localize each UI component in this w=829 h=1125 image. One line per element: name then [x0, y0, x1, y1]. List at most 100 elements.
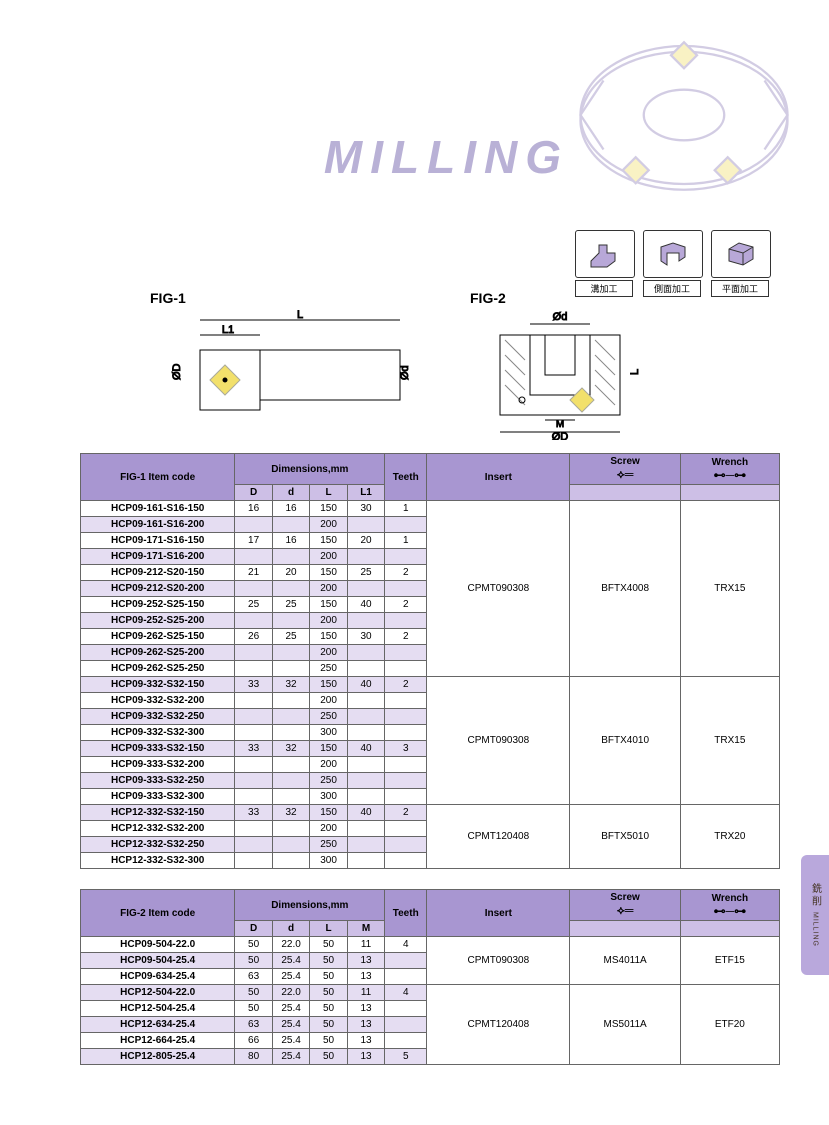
cell: [235, 661, 272, 677]
cell: 32: [272, 677, 309, 693]
cell: 2: [385, 565, 427, 581]
cell: [347, 581, 384, 597]
cell: [235, 693, 272, 709]
th-D: D: [235, 921, 272, 937]
cell: HCP09-332-S32-200: [81, 693, 235, 709]
cell: CPMT120408: [427, 805, 570, 869]
cell: [385, 789, 427, 805]
th-screw-sub: [570, 485, 680, 501]
cell: HCP09-161-S16-200: [81, 517, 235, 533]
cell: [347, 693, 384, 709]
cell: [347, 517, 384, 533]
cell: HCP12-634-25.4: [81, 1017, 235, 1033]
cell: 200: [310, 757, 347, 773]
cell: [385, 549, 427, 565]
cell: 1: [385, 533, 427, 549]
cell: 4: [385, 937, 427, 953]
cell: HCP12-332-S32-250: [81, 837, 235, 853]
cell: 200: [310, 645, 347, 661]
cell: 11: [347, 985, 384, 1001]
cell: 13: [347, 1049, 384, 1065]
cell: HCP09-332-S32-150: [81, 677, 235, 693]
cell: [235, 645, 272, 661]
cell: [235, 837, 272, 853]
cell: [272, 661, 309, 677]
svg-text:L1: L1: [222, 324, 234, 336]
cell: ETF20: [680, 985, 779, 1065]
cell: CPMT090308: [427, 937, 570, 985]
th-insert: Insert: [427, 454, 570, 501]
cell: [385, 953, 427, 969]
cell: [347, 853, 384, 869]
cell: CPMT090308: [427, 501, 570, 677]
cell: 200: [310, 821, 347, 837]
cell: HCP09-333-S32-200: [81, 757, 235, 773]
cell: 4: [385, 985, 427, 1001]
cell: 25.4: [272, 969, 309, 985]
table-row: HCP09-504-22.05022.050114CPMT090308MS401…: [81, 937, 780, 953]
cell: 21: [235, 565, 272, 581]
mode-icon-slot: 溝加工: [575, 230, 633, 297]
th-screw: Screw⟡═: [570, 454, 680, 485]
cell: 13: [347, 953, 384, 969]
cell: [385, 773, 427, 789]
cell: 2: [385, 629, 427, 645]
cell: HCP09-252-S25-200: [81, 613, 235, 629]
cell: 32: [272, 741, 309, 757]
cell: TRX15: [680, 677, 779, 805]
cell: HCP09-212-S20-200: [81, 581, 235, 597]
cell: [272, 821, 309, 837]
figure-row: FIG-1 L L1 ØD Ød FIG-2: [150, 290, 829, 443]
svg-text:M: M: [556, 419, 564, 430]
cell: 25: [347, 565, 384, 581]
cell: 16: [272, 501, 309, 517]
th-wrench: Wrench⊷─⊶: [680, 890, 779, 921]
cell: 50: [310, 937, 347, 953]
wrench-icon: ⊷─⊶: [684, 904, 776, 918]
th-code: FIG-2 Item code: [81, 890, 235, 937]
cell: 250: [310, 837, 347, 853]
cell: [235, 709, 272, 725]
th-L1: L1: [347, 485, 384, 501]
hero-cutter-image: [569, 0, 799, 230]
cell: 26: [235, 629, 272, 645]
cell: 50: [310, 969, 347, 985]
slot-milling-icon: [587, 239, 623, 269]
cell: 80: [235, 1049, 272, 1065]
cell: 40: [347, 805, 384, 821]
cell: 25: [272, 629, 309, 645]
cell: ETF15: [680, 937, 779, 985]
cell: CPMT090308: [427, 677, 570, 805]
cell: 25: [272, 597, 309, 613]
table1: FIG-1 Item code Dimensions,mm Teeth Inse…: [80, 453, 780, 869]
table2-wrap: FIG-2 Item code Dimensions,mm Teeth Inse…: [80, 889, 780, 1065]
cell: [235, 773, 272, 789]
cell: 13: [347, 1001, 384, 1017]
cell: 25.4: [272, 1049, 309, 1065]
th-insert: Insert: [427, 890, 570, 937]
cell: 3: [385, 741, 427, 757]
mode-icon-label: 平面加工: [711, 280, 769, 297]
cell: [272, 757, 309, 773]
cell: [235, 821, 272, 837]
cell: BFTX4008: [570, 501, 680, 677]
th-screw: Screw⟡═: [570, 890, 680, 921]
cell: 150: [310, 501, 347, 517]
cell: 22.0: [272, 985, 309, 1001]
cell: 200: [310, 693, 347, 709]
cell: 33: [235, 741, 272, 757]
cell: BFTX4010: [570, 677, 680, 805]
svg-text:ØD: ØD: [171, 363, 183, 380]
svg-text:Ød: Ød: [399, 365, 410, 380]
cell: 200: [310, 517, 347, 533]
cell: 300: [310, 789, 347, 805]
cell: 25.4: [272, 1033, 309, 1049]
cell: 200: [310, 549, 347, 565]
cell: HCP12-332-S32-200: [81, 821, 235, 837]
cell: [272, 613, 309, 629]
cell: [385, 693, 427, 709]
cell: HCP09-504-25.4: [81, 953, 235, 969]
th-screw-sub: [570, 921, 680, 937]
fig1-block: FIG-1 L L1 ØD Ød: [150, 290, 410, 443]
cell: 50: [310, 953, 347, 969]
